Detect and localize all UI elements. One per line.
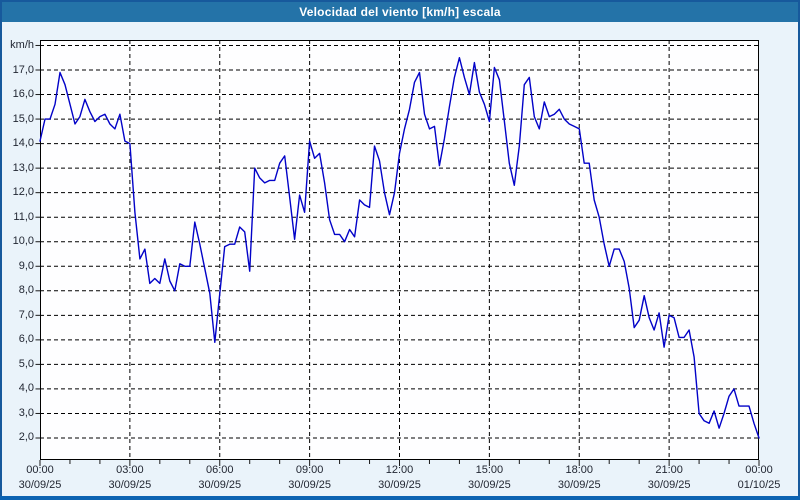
- x-tick-time-label: 00:00: [26, 464, 54, 476]
- y-tick-label: 13,0: [12, 161, 34, 174]
- x-tick-time-label: 18:00: [565, 464, 594, 476]
- x-tick-date-label: 30/09/25: [198, 479, 242, 491]
- wind-speed-series-line: [39, 57, 760, 439]
- x-tick-time-label: 21:00: [655, 464, 683, 476]
- y-tick-label: 9,0: [18, 259, 34, 272]
- y-tick-label: 7,0: [18, 308, 34, 321]
- x-tick-time-label: 03:00: [116, 464, 144, 476]
- y-tick-label: 2,0: [18, 431, 34, 444]
- y-tick-label: 17,0: [12, 63, 34, 76]
- x-tick-time-label: 12:00: [385, 464, 414, 476]
- y-tick-label: 8,0: [18, 284, 34, 297]
- x-tick-date-label: 30/09/25: [467, 479, 511, 491]
- x-tick-date-label: 01/10/25: [737, 479, 781, 491]
- y-axis-unit-label: km/h: [10, 39, 34, 51]
- x-tick-date-label: 30/09/25: [557, 479, 601, 491]
- chart-title: Velocidad del viento [km/h] escala: [299, 5, 501, 19]
- y-tick-label: 3,0: [18, 406, 34, 419]
- y-tick-label: 4,0: [18, 382, 34, 395]
- y-tick-label: 11,0: [13, 210, 34, 223]
- y-tick-label: 16,0: [12, 88, 34, 101]
- y-tick-label: 14,0: [12, 137, 34, 150]
- x-tick-time-label: 15:00: [475, 464, 504, 476]
- y-tick-label: 6,0: [18, 333, 34, 346]
- title-bar: Velocidad del viento [km/h] escala: [2, 2, 798, 22]
- y-tick-label: 5,0: [18, 357, 34, 370]
- plot-frame: [40, 40, 759, 460]
- x-tick-date-label: 30/09/25: [288, 479, 332, 491]
- x-tick-time-label: 00:00: [745, 464, 773, 476]
- x-tick-date-label: 30/09/25: [378, 479, 421, 491]
- y-tick-label: 10,0: [12, 235, 34, 248]
- x-tick-date-label: 30/09/25: [18, 479, 62, 491]
- y-tick-label: 12,0: [12, 186, 34, 199]
- x-tick-date-label: 30/09/25: [647, 479, 691, 491]
- x-tick-time-label: 06:00: [205, 464, 234, 476]
- x-tick-time-label: 09:00: [295, 464, 324, 476]
- x-tick-date-label: 30/09/25: [108, 479, 152, 491]
- y-tick-label: 15,0: [12, 112, 34, 125]
